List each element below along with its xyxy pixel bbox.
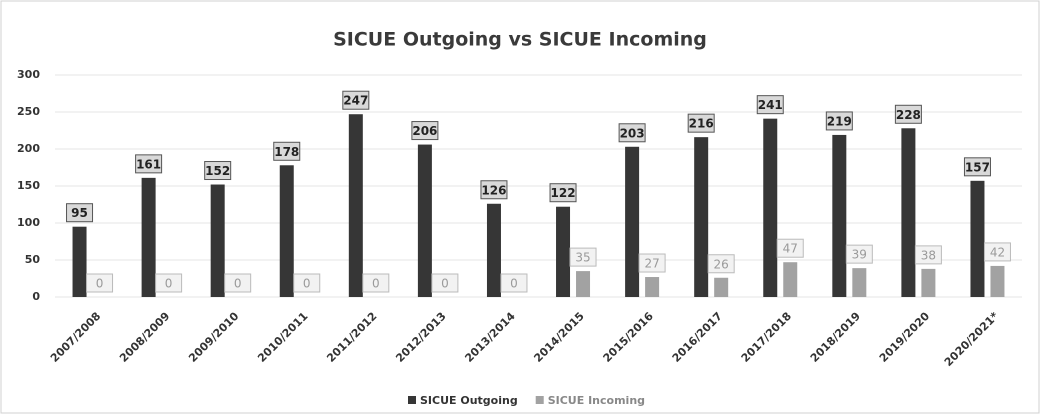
value-label-box: [756, 95, 784, 115]
bar: [694, 137, 709, 297]
bar: [901, 128, 916, 297]
chart-title: SICUE Outgoing vs SICUE Incoming: [333, 29, 707, 51]
value-label-box: [431, 273, 459, 293]
value-label-box: [549, 183, 577, 203]
value-label-box: [569, 247, 597, 267]
value-label: 27: [644, 257, 659, 271]
y-tick-label: 150: [17, 179, 40, 192]
legend-swatch: [408, 396, 416, 404]
value-label: 122: [551, 186, 576, 200]
y-tick-label: 50: [25, 253, 41, 266]
bar: [210, 184, 225, 297]
value-label: 161: [136, 157, 161, 171]
value-label: 206: [412, 124, 437, 138]
value-label: 0: [303, 277, 311, 291]
bar: [625, 146, 640, 297]
bar: [486, 203, 501, 297]
value-label-box: [963, 157, 991, 177]
y-tick-label: 200: [17, 142, 40, 155]
y-tick-label: 0: [32, 290, 40, 303]
value-label-box: [411, 121, 439, 141]
value-label: 241: [758, 98, 783, 112]
value-label-box: [480, 180, 508, 200]
value-label-box: [638, 253, 666, 273]
value-label-box: [707, 254, 735, 274]
value-label: 0: [441, 277, 449, 291]
bar: [141, 177, 156, 297]
value-label: 0: [165, 277, 173, 291]
y-tick-label: 250: [17, 105, 40, 118]
value-label-box: [825, 111, 853, 131]
value-label: 247: [343, 94, 368, 108]
y-tick-label: 300: [17, 68, 40, 81]
bar: [832, 134, 847, 297]
value-label-box: [362, 273, 390, 293]
value-label-box: [776, 238, 804, 258]
value-label-box: [66, 203, 94, 223]
bar: [921, 268, 936, 297]
value-label: 38: [921, 248, 936, 262]
legend-label: SICUE Incoming: [548, 394, 645, 407]
bar: [714, 277, 729, 297]
bar: [990, 265, 1005, 297]
value-label: 35: [575, 251, 590, 265]
value-label-box: [135, 154, 163, 174]
value-label-box: [687, 113, 715, 133]
bar: [417, 144, 432, 297]
value-label: 26: [714, 257, 729, 271]
bar: [763, 118, 778, 297]
value-label-box: [845, 244, 873, 264]
bar: [348, 114, 363, 297]
value-label-box: [273, 141, 301, 161]
value-label: 39: [852, 248, 867, 262]
value-label-box: [983, 242, 1011, 262]
value-label-box: [224, 273, 252, 293]
legend-label: SICUE Outgoing: [420, 394, 518, 407]
value-label-box: [618, 123, 646, 143]
bar: [852, 268, 867, 297]
value-label: 0: [234, 277, 242, 291]
value-label-box: [500, 273, 528, 293]
bar: [576, 271, 591, 297]
bar: [783, 262, 798, 297]
value-label-box: [293, 273, 321, 293]
value-label: 42: [990, 245, 1005, 259]
value-label-box: [204, 161, 232, 181]
value-label: 203: [620, 126, 645, 140]
value-label: 126: [481, 183, 506, 197]
bar: [970, 180, 985, 297]
value-label: 216: [689, 117, 714, 131]
value-label-box: [155, 273, 183, 293]
value-label: 152: [205, 164, 230, 178]
value-label: 0: [96, 277, 104, 291]
value-label: 219: [827, 114, 852, 128]
value-label: 47: [783, 242, 798, 256]
bar: [556, 206, 571, 297]
value-label: 157: [965, 160, 990, 174]
value-label: 0: [372, 277, 380, 291]
bar: [279, 165, 294, 297]
value-label: 228: [896, 108, 921, 122]
value-label: 95: [71, 206, 88, 220]
legend-swatch: [535, 396, 544, 404]
value-label: 178: [274, 145, 299, 159]
value-label-box: [342, 90, 370, 110]
value-label-box: [894, 104, 922, 124]
value-label-box: [914, 245, 942, 265]
bar: [72, 226, 87, 297]
bar: [645, 277, 660, 297]
value-label-box: [86, 273, 114, 293]
value-label: 0: [510, 277, 518, 291]
y-tick-label: 100: [17, 216, 40, 229]
